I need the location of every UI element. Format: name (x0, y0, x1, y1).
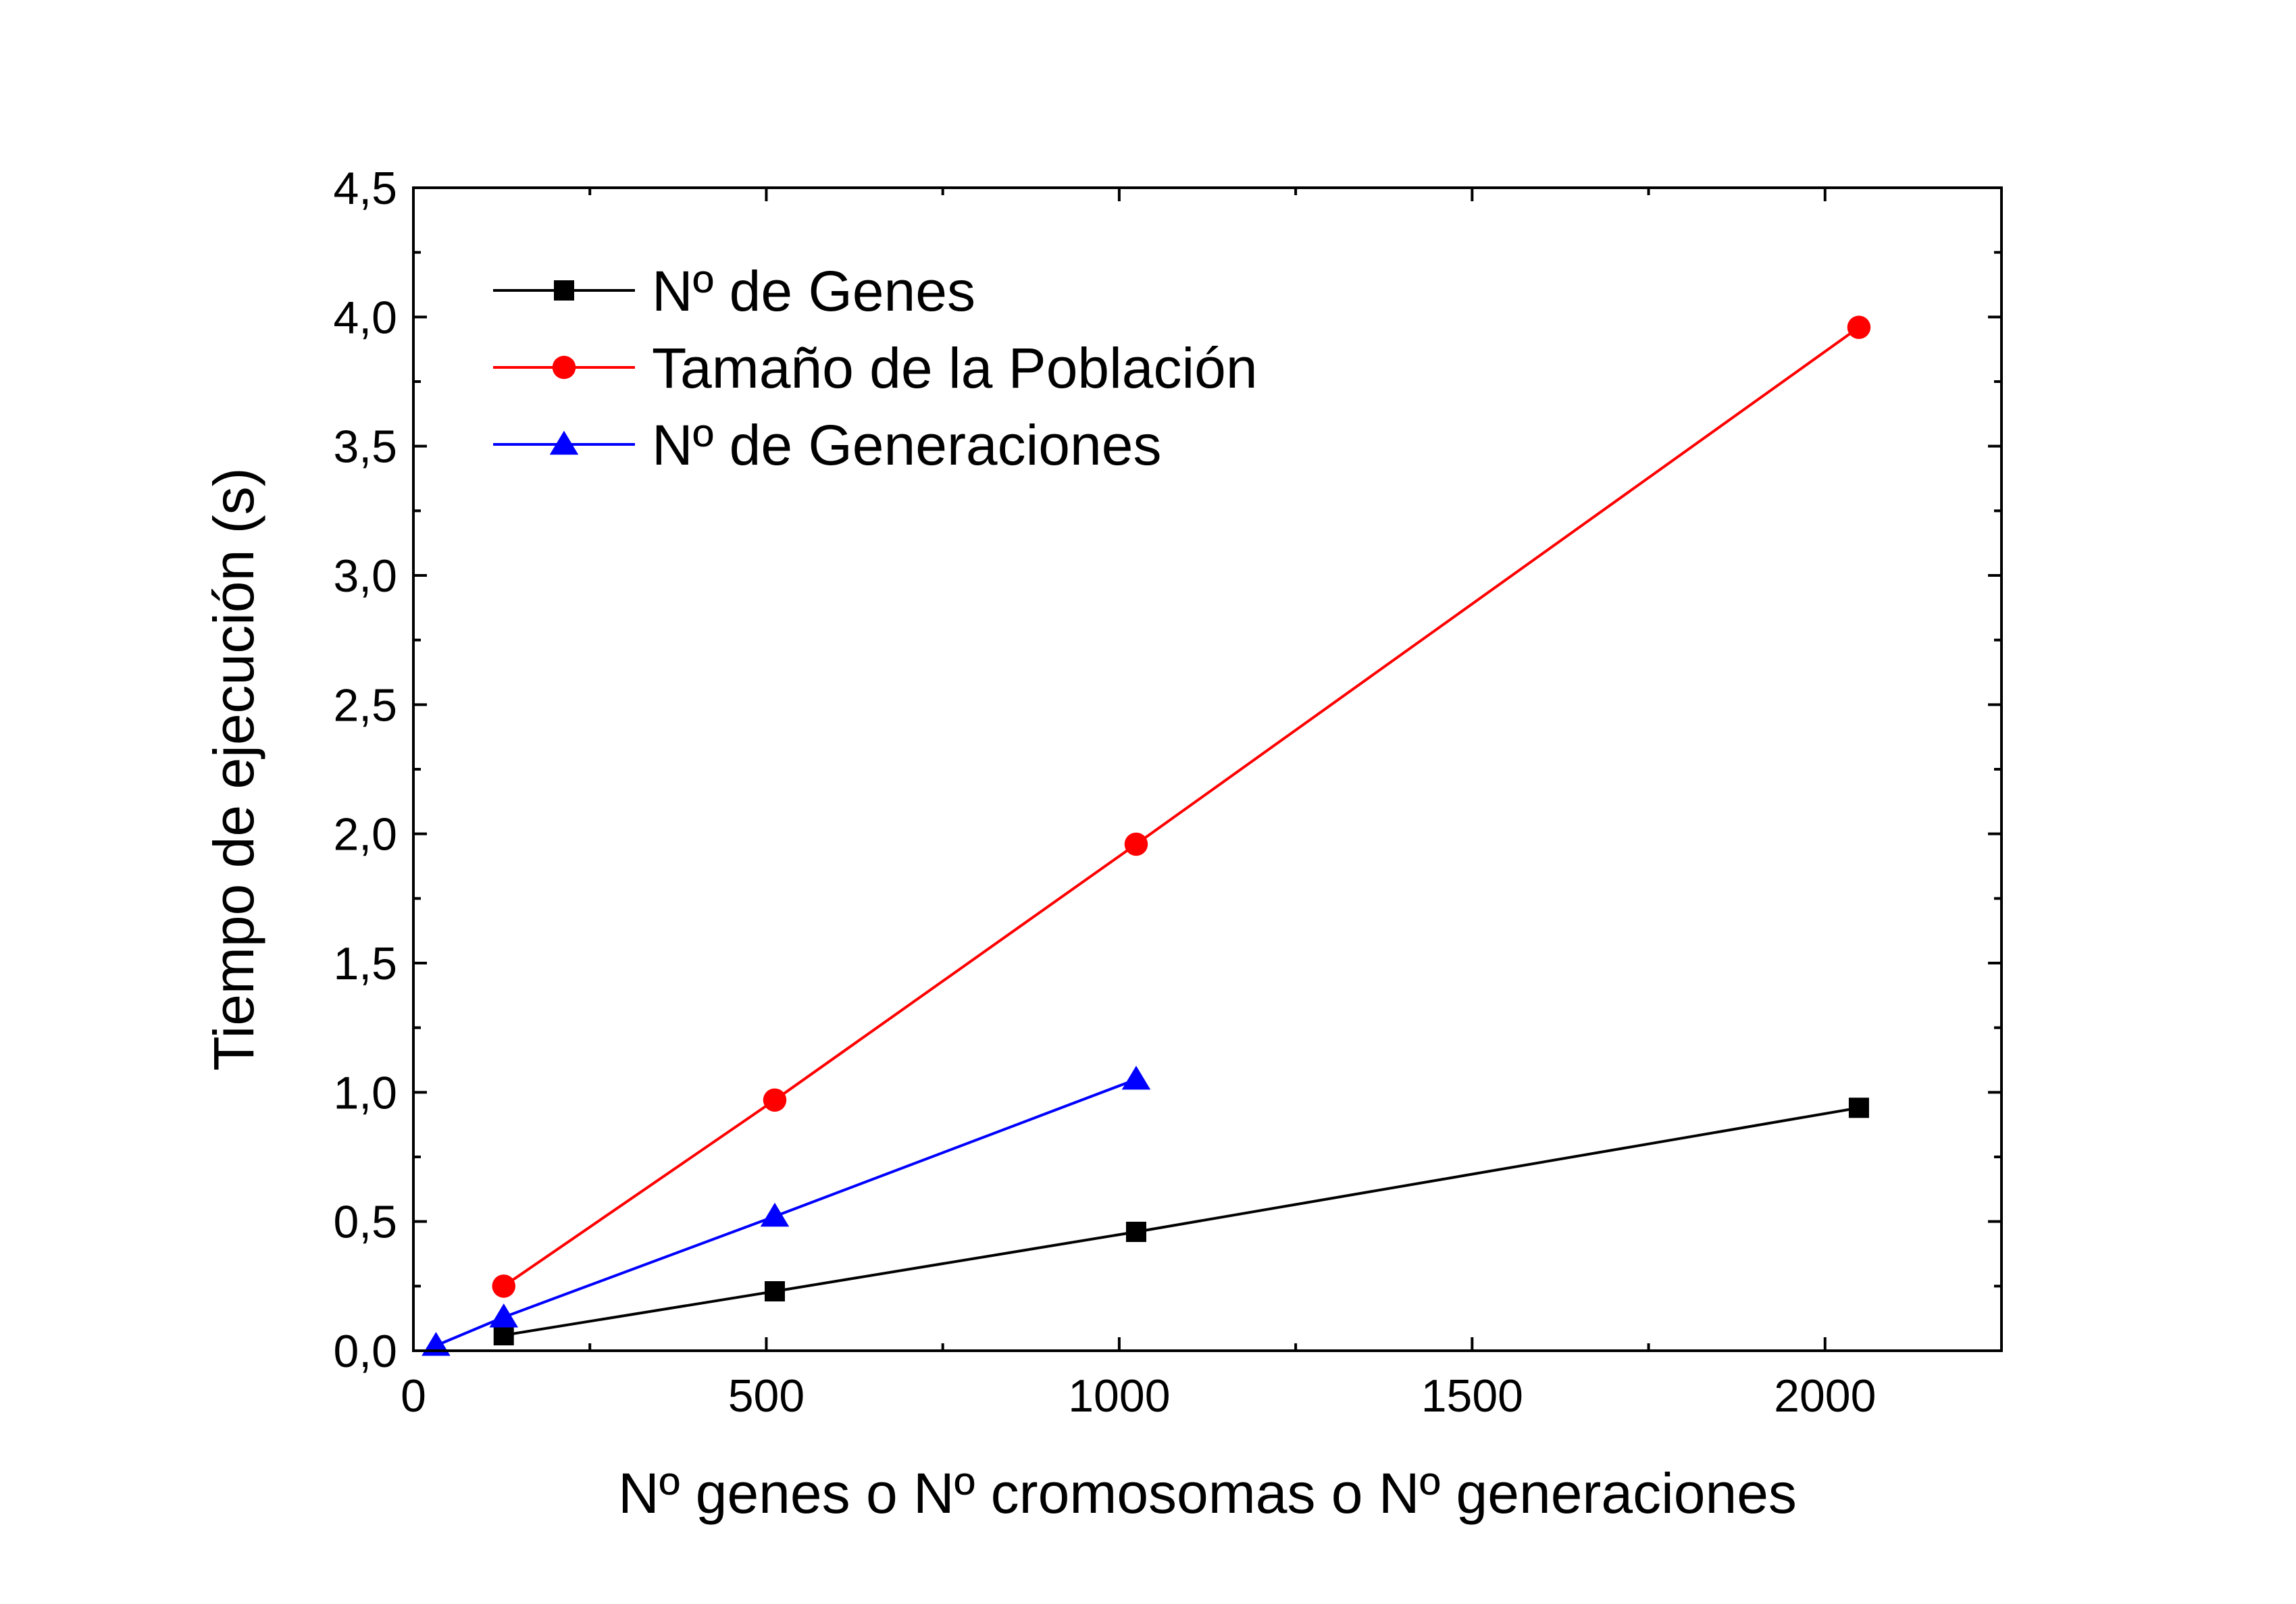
x-tick-label: 0 (401, 1370, 426, 1422)
y-tick-label: 0,5 (333, 1197, 397, 1248)
legend: Nº de Genes Tamaño de la Población Nº de G… (493, 259, 1258, 477)
data-point-square (493, 1325, 514, 1346)
y-tick-label: 4,5 (333, 163, 397, 214)
legend-label: Nº de Genes (652, 259, 975, 323)
y-axis-title: Tiempo de ejecución (s) (202, 467, 265, 1070)
x-axis-title: Nº genes o Nº cromosomas o Nº generacion… (618, 1461, 1797, 1525)
plot-marks (422, 315, 1871, 1356)
legend-label: Tamaño de la Población (652, 336, 1258, 400)
data-point-triangle (489, 1303, 519, 1328)
x-tick-label: 2000 (1774, 1370, 1876, 1422)
y-tick-label: 0,0 (333, 1326, 397, 1377)
data-point-circle (1124, 832, 1148, 856)
y-tick-label: 1,5 (333, 938, 397, 989)
x-tick-label: 1500 (1421, 1370, 1523, 1422)
legend-marker-triangle (549, 430, 579, 455)
y-tick-label: 3,5 (333, 421, 397, 473)
y-tick-label: 4,0 (333, 292, 397, 343)
x-tick-label: 500 (728, 1370, 805, 1422)
data-point-square (764, 1280, 785, 1301)
legend-entry: Nº de Generaciones (493, 413, 1161, 477)
series-square (493, 1097, 1869, 1346)
data-point-triangle (1121, 1065, 1151, 1090)
data-point-triangle (760, 1202, 790, 1227)
legend-entry: Nº de Genes (493, 259, 975, 323)
axes: 0 500 1000 1500 2000 0,0 0,5 1,0 1,5 2,0 2,5 3,0 3,5… (333, 163, 2001, 1422)
data-point-circle (763, 1088, 787, 1112)
legend-marker-square (554, 280, 574, 301)
data-point-circle (492, 1274, 515, 1298)
series-triangle (422, 1065, 1151, 1356)
legend-label: Nº de Generaciones (652, 413, 1161, 477)
series-circle (492, 315, 1871, 1298)
series-line (503, 1106, 1860, 1337)
y-tick-label: 2,0 (333, 809, 397, 860)
legend-marker-circle (552, 355, 576, 380)
y-tick-label: 1,0 (333, 1067, 397, 1118)
data-point-circle (1847, 315, 1871, 339)
x-tick-label: 1000 (1068, 1370, 1170, 1422)
y-tick-label: 2,5 (333, 679, 397, 731)
y-tick-label: 3,0 (333, 550, 397, 602)
data-point-square (1848, 1097, 1869, 1118)
data-point-square (1125, 1221, 1146, 1242)
series-line (435, 1078, 1137, 1347)
series-line (503, 326, 1860, 1287)
legend-entry: Tamaño de la Población (493, 336, 1258, 400)
